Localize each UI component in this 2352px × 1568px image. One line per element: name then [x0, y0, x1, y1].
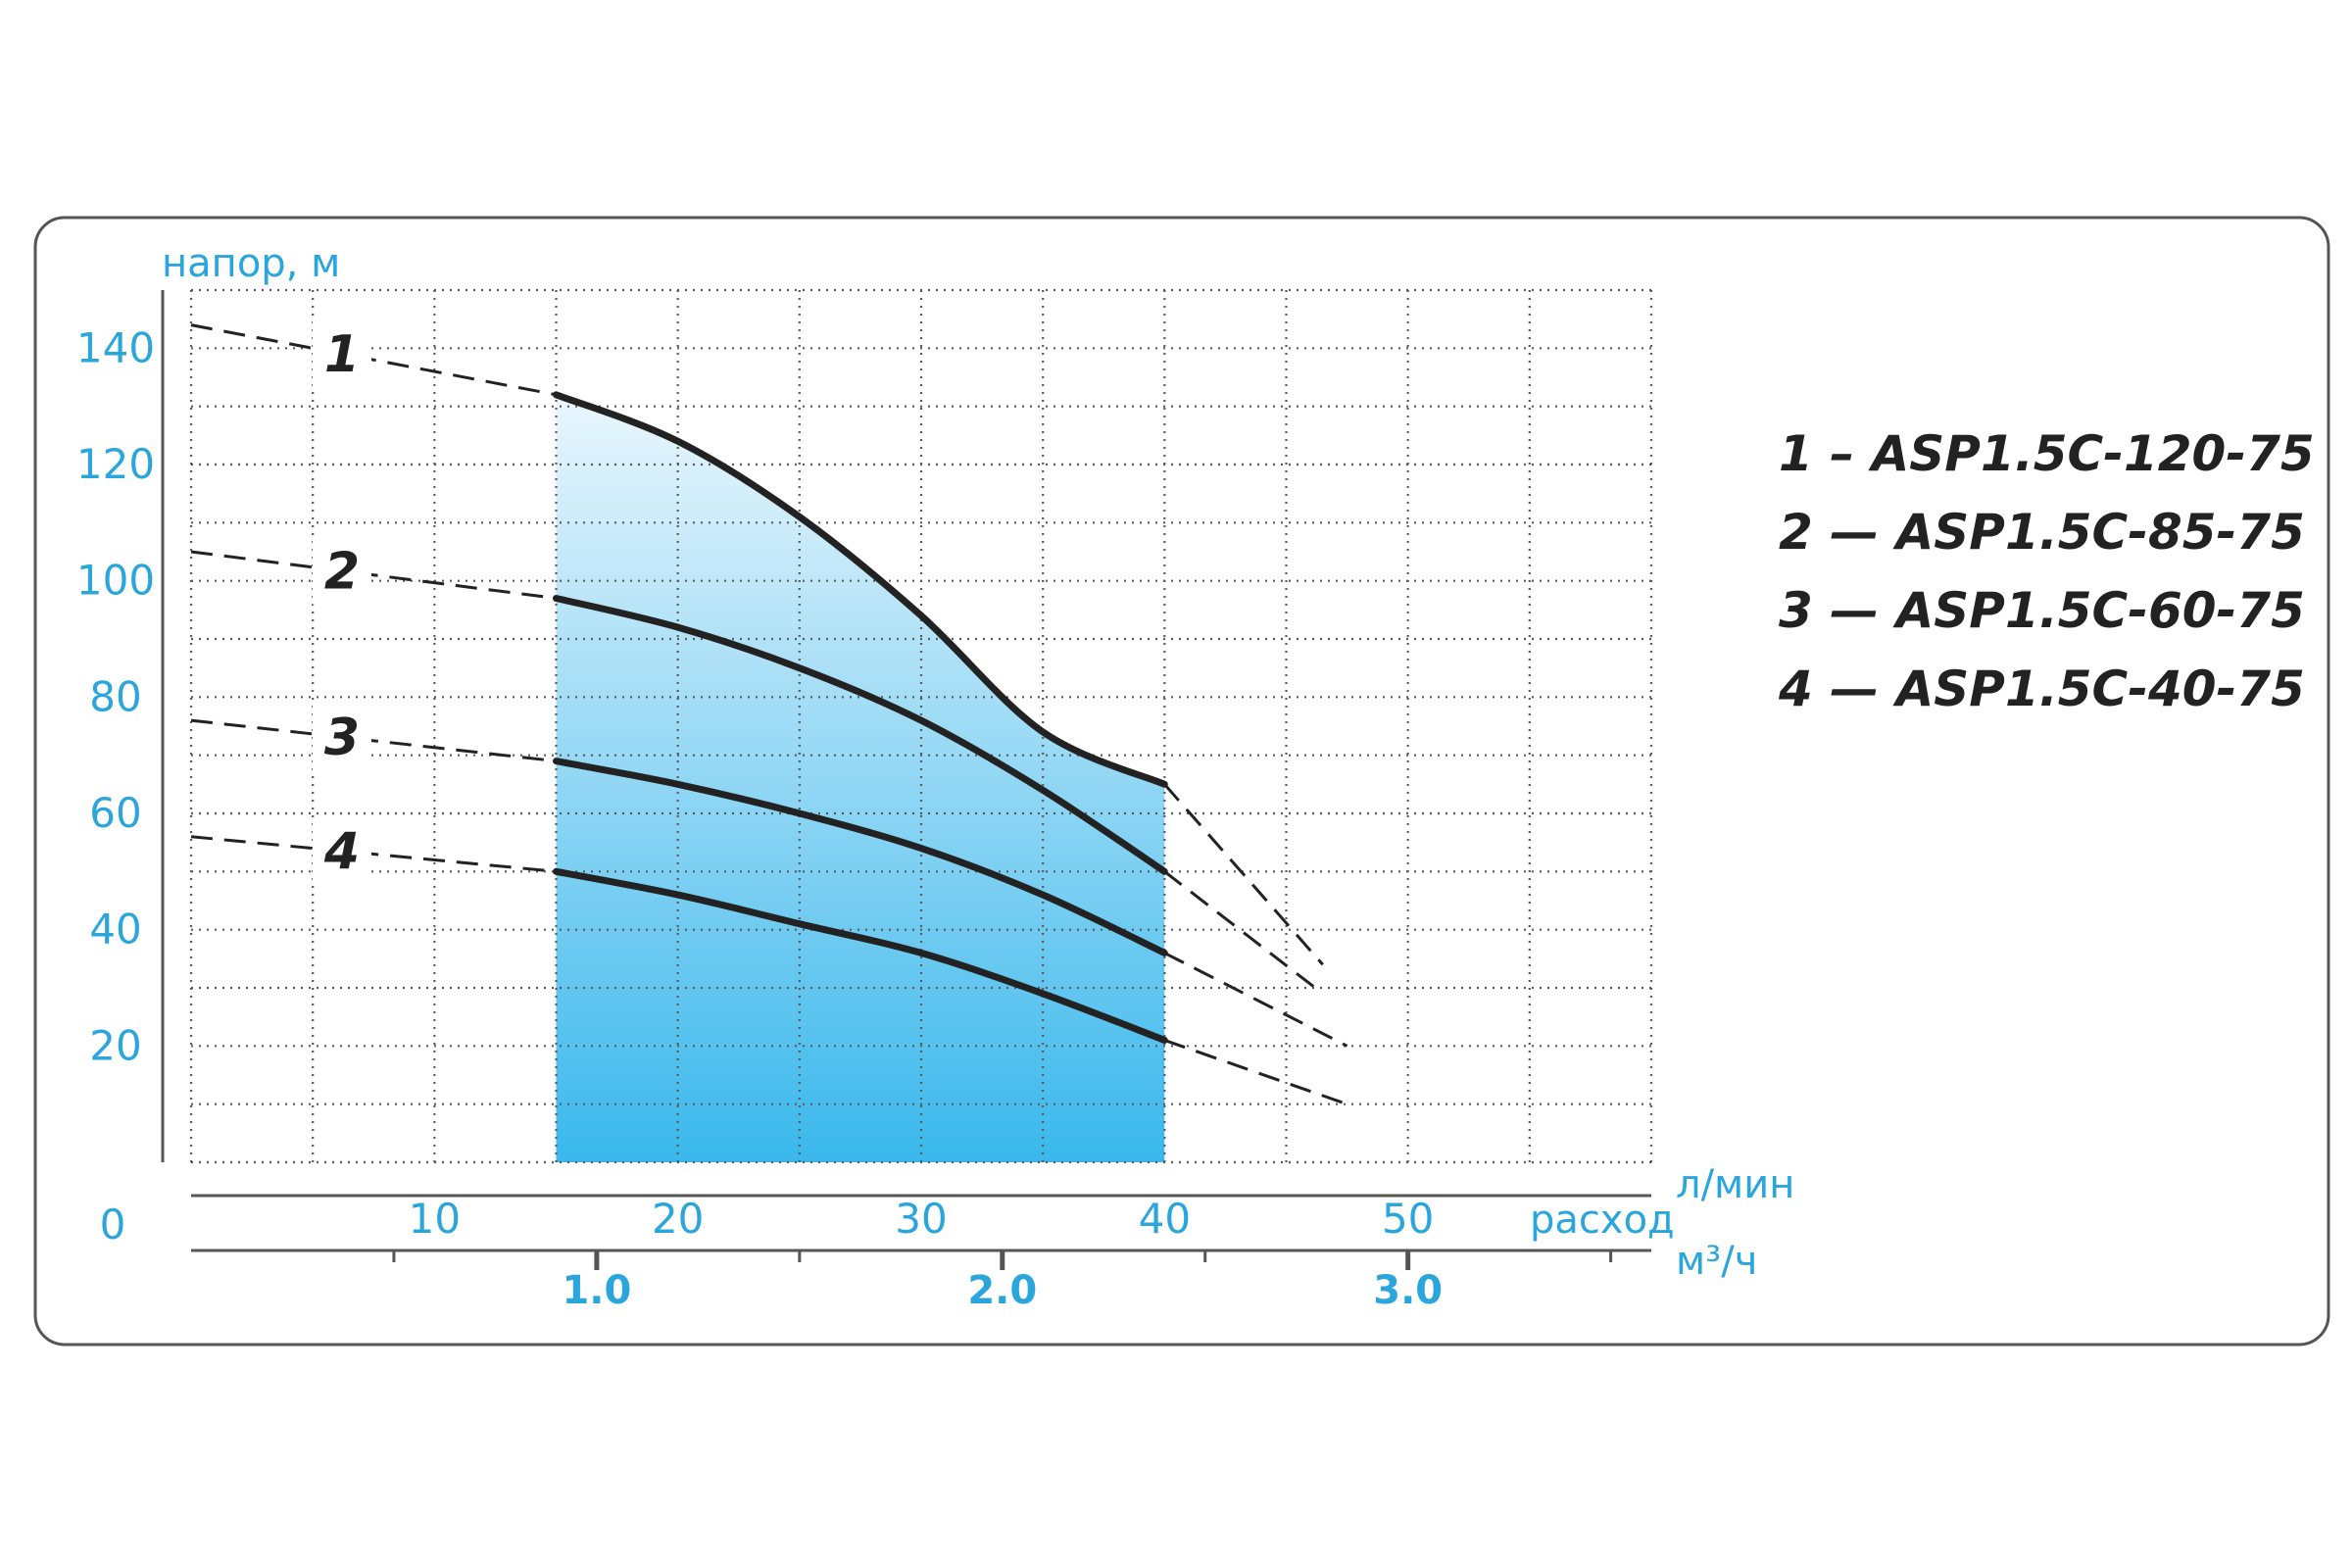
curve-4-label-bg — [312, 817, 371, 885]
curve-1-label-bg — [312, 320, 371, 388]
curve-1 — [190, 323, 1324, 966]
x2-ticks — [392, 1250, 1613, 1270]
curve-4-label: 4 — [323, 822, 360, 881]
legend-entry-1: 1 – ASP1.5C-120-75 — [1779, 425, 2315, 482]
y-tick-label: 40 — [89, 906, 141, 954]
x2-tick-labels: 1.0 2.0 3.0 — [562, 1268, 1443, 1313]
y-tick-labels: 20 40 60 80 100 120 140 — [76, 323, 155, 1069]
curve-4-dashed-left — [190, 835, 557, 873]
x-tick-label: 40 — [1139, 1195, 1191, 1243]
curve-3-dashed-right — [1163, 952, 1348, 1048]
y-tick-label: 80 — [89, 672, 141, 720]
working-range-fill — [556, 394, 1165, 1162]
curve-4-solid — [553, 867, 1168, 1044]
curve-3-label: 3 — [324, 709, 360, 767]
curve-3-solid — [553, 758, 1168, 956]
curve-2-label-bg — [312, 537, 371, 605]
y-tick-label: 20 — [89, 1021, 141, 1069]
x-axis-title: расход — [1530, 1198, 1675, 1243]
y-tick-label: 120 — [76, 440, 155, 488]
x-tick-label: 20 — [652, 1195, 704, 1243]
y-tick-label: 100 — [76, 557, 155, 605]
curve-1-solid — [553, 391, 1168, 788]
curves — [190, 323, 1348, 1106]
curve-3-label-bg — [312, 704, 371, 771]
curve-2-solid — [553, 595, 1168, 875]
curve-1-dashed-right — [1163, 783, 1324, 966]
curve-3 — [190, 718, 1348, 1048]
grid — [189, 288, 1653, 1164]
chart-frame — [33, 216, 2330, 1347]
curve-4-dashed-right — [1163, 1038, 1348, 1106]
curve-3-dashed-left — [190, 718, 557, 763]
legend-entry-4: 4 — ASP1.5C-40-75 — [1778, 661, 2305, 717]
x2-tick-label: 2.0 — [967, 1268, 1037, 1313]
origin-label: 0 — [100, 1200, 126, 1249]
x-tick-label: 50 — [1382, 1195, 1434, 1243]
curve-1-label: 1 — [324, 325, 360, 384]
x-tick-labels: 10 20 30 40 50 — [409, 1195, 1435, 1243]
legend-entry-2: 2 — ASP1.5C-85-75 — [1779, 504, 2305, 561]
curve-1-dashed-left — [190, 323, 557, 397]
curve-2-label: 2 — [324, 543, 360, 602]
x-tick-label: 10 — [409, 1195, 461, 1243]
curve-2-dashed-right — [1163, 870, 1324, 996]
x-tick-label: 30 — [895, 1195, 947, 1243]
legend: 1 – ASP1.5C-120-75 2 — ASP1.5C-85-75 3 — A… — [1778, 425, 2315, 717]
y-axis-title: напор, м — [162, 241, 340, 286]
curve-labels: 1 2 3 4 — [312, 320, 371, 885]
legend-entry-3: 3 — ASP1.5C-60-75 — [1779, 582, 2305, 639]
x2-axis-unit: м³/ч — [1676, 1239, 1757, 1284]
x-axis-unit: л/мин — [1676, 1162, 1794, 1207]
x2-tick-label: 1.0 — [562, 1268, 631, 1313]
y-tick-label: 60 — [89, 789, 141, 837]
y-tick-label: 140 — [76, 323, 155, 371]
x2-tick-label: 3.0 — [1373, 1268, 1443, 1313]
curve-4 — [190, 835, 1348, 1106]
curve-2 — [190, 550, 1324, 996]
curve-2-dashed-left — [190, 550, 557, 600]
